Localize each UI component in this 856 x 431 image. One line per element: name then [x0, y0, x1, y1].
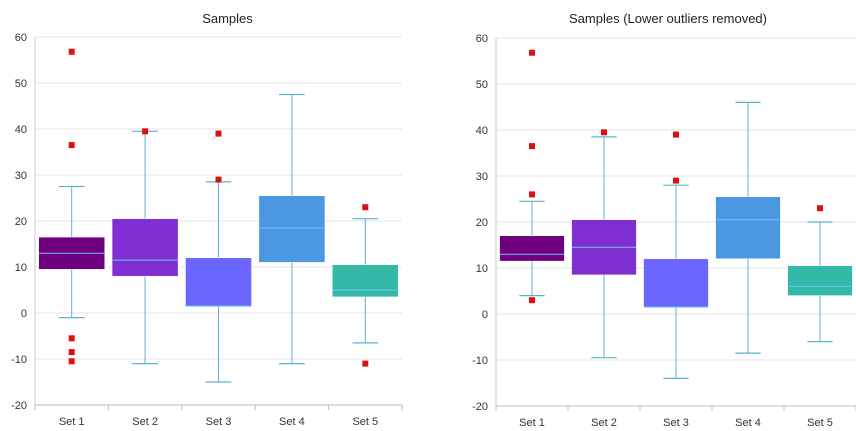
chart-title: Samples — [202, 11, 253, 26]
x-tick-label: Set 3 — [206, 416, 232, 428]
outlier-point — [68, 358, 75, 365]
outlier-point — [529, 191, 535, 198]
outlier-point — [68, 349, 75, 356]
outlier-point — [68, 48, 75, 55]
x-tick-label: Set 1 — [519, 417, 545, 429]
y-tick-label: 10 — [476, 263, 488, 275]
outlier-point — [673, 131, 679, 138]
x-tick-label: Set 1 — [59, 416, 85, 428]
outlier-point — [142, 128, 149, 135]
chart-title: Samples (Lower outliers removed) — [569, 11, 767, 26]
y-tick-label: -10 — [472, 355, 488, 367]
x-tick-label: Set 2 — [591, 417, 617, 429]
outlier-point — [817, 205, 823, 212]
outlier-point — [673, 177, 679, 184]
outlier-point — [68, 335, 75, 342]
outlier-point — [68, 142, 75, 149]
y-tick-label: 20 — [15, 216, 27, 228]
y-tick-label: 40 — [476, 125, 488, 137]
y-tick-label: 0 — [482, 309, 488, 321]
outlier-point — [215, 176, 222, 183]
y-tick-label: 50 — [15, 78, 27, 90]
y-tick-label: 20 — [476, 217, 488, 229]
y-tick-label: 30 — [476, 171, 488, 183]
box — [332, 264, 399, 298]
x-tick-label: Set 3 — [663, 417, 689, 429]
box — [185, 257, 252, 307]
box — [715, 196, 781, 260]
outlier-point — [362, 204, 369, 211]
outlier-point — [529, 297, 535, 304]
y-tick-label: 0 — [21, 308, 27, 320]
y-tick-label: -20 — [11, 400, 27, 412]
x-tick-label: Set 5 — [352, 416, 378, 428]
outlier-point — [529, 143, 535, 150]
box — [499, 235, 565, 262]
box — [787, 265, 853, 296]
outlier-point — [215, 130, 222, 137]
box — [258, 195, 326, 263]
outlier-point — [601, 129, 607, 136]
y-tick-label: 30 — [15, 170, 27, 182]
y-tick-label: 60 — [15, 32, 27, 44]
y-tick-label: -10 — [11, 354, 27, 366]
y-tick-label: 40 — [15, 124, 27, 136]
y-tick-label: -20 — [472, 401, 488, 413]
box-chart-samples-plot: -20 -10 0 10 20 30 40 50 60 Set 1 Set 2 Set 3 Set 4 S… — [11, 32, 403, 428]
x-tick-label: Set 4 — [735, 417, 761, 429]
box — [111, 218, 179, 277]
box-chart-lower-outliers-removed-plot: -20 -10 0 10 20 30 40 50 60 Set 1 Set 2 Set 3 Set 4 S… — [472, 33, 856, 429]
box — [643, 258, 709, 308]
box-chart-samples: -20 -10 0 10 20 30 40 50 60 Set 1 Set 2 Set 3 Set 4 S… — [0, 0, 420, 431]
x-tick-label: Set 4 — [279, 416, 305, 428]
y-tick-label: 60 — [476, 33, 488, 45]
y-tick-label: 10 — [15, 262, 27, 274]
y-tick-label: 50 — [476, 79, 488, 91]
outlier-point — [529, 49, 535, 56]
x-tick-label: Set 5 — [807, 417, 833, 429]
box-chart-samples-lower-outliers-removed: -20 -10 0 10 20 30 40 50 60 Set 1 Set 2 Set 3 Set 4 S… — [440, 0, 856, 431]
outlier-point — [362, 360, 369, 367]
x-tick-label: Set 2 — [132, 416, 158, 428]
